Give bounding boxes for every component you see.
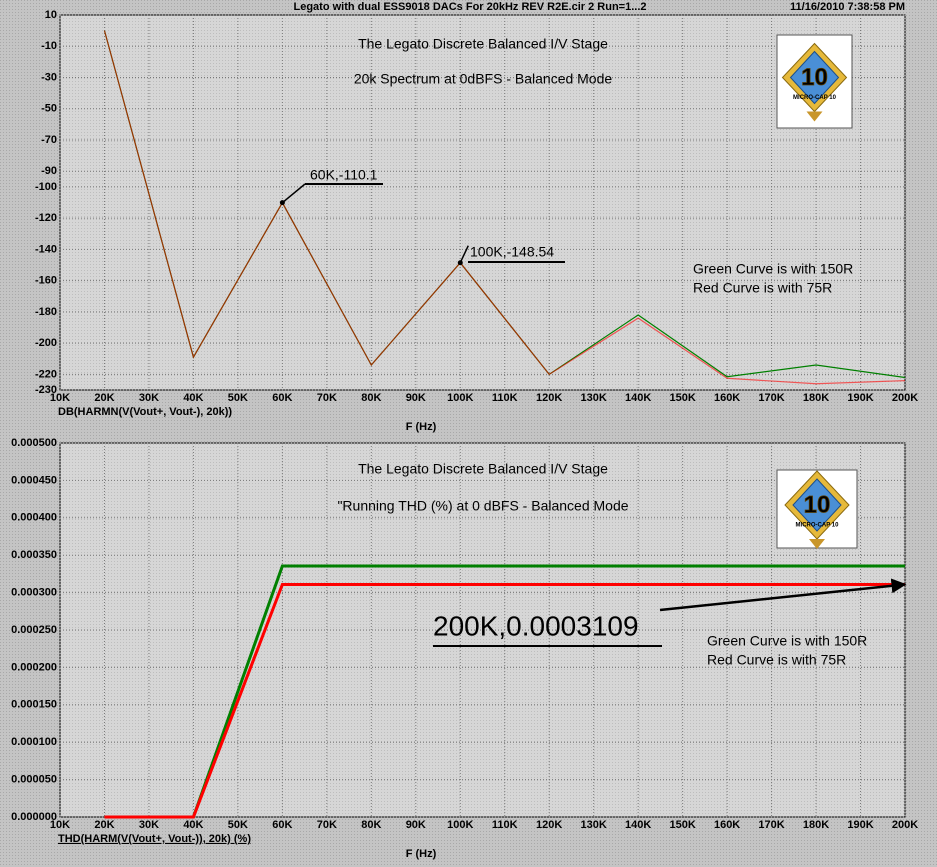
y-tick-label: -10	[41, 40, 57, 52]
chart-subtitle: 20k Spectrum at 0dBFS - Balanced Mode	[354, 71, 613, 87]
x-tick-label: 70K	[317, 819, 337, 831]
y-tick-label: 0.000450	[11, 474, 57, 486]
y-tick-label: -220	[35, 368, 57, 380]
y-tick-label: 0.000500	[11, 437, 57, 449]
series-line	[104, 582, 905, 819]
x-tick-label: 50K	[228, 392, 248, 404]
timestamp: 11/16/2010 7:38:58 PM	[790, 1, 905, 13]
y-axis-label: DB(HARMN(V(Vout+, Vout-), 20k))	[58, 406, 232, 418]
y-tick-label: 0.000200	[11, 661, 57, 673]
x-tick-label: 90K	[406, 819, 426, 831]
logo-caption: MICRO-CAP 10	[793, 95, 837, 101]
y-axis-label: THD(HARM(V(Vout+, Vout-)), 20k) (%)	[58, 833, 251, 845]
y-tick-label: -90	[41, 165, 57, 177]
chart-title: The Legato Discrete Balanced I/V Stage	[358, 36, 608, 52]
x-tick-label: 200K	[892, 819, 918, 831]
annotation-leader	[459, 245, 469, 264]
annotation-leader	[281, 183, 306, 204]
plot-area	[59, 14, 906, 391]
logo-tip	[806, 111, 823, 122]
x-axis-label: F (Hz)	[406, 421, 437, 433]
y-tick-label: 0.000050	[11, 774, 57, 786]
y-tick-label: -30	[41, 71, 57, 83]
x-tick-label: 160K	[714, 819, 740, 831]
x-tick-label: 180K	[803, 819, 829, 831]
y-tick-label: -140	[35, 243, 57, 255]
x-tick-label: 170K	[758, 392, 784, 404]
x-tick-label: 10K	[50, 392, 70, 404]
x-tick-label: 60K	[272, 819, 292, 831]
y-tick-label: 0.000100	[11, 736, 57, 748]
y-tick-label: 10	[45, 9, 57, 21]
x-tick-label: 200K	[892, 392, 918, 404]
legend-entry: Green Curve is with 150R	[707, 633, 867, 649]
x-tick-label: 110K	[492, 819, 518, 831]
legend-entry: Red Curve is with 75R	[707, 652, 846, 668]
logo-diamond-inner	[789, 50, 840, 105]
x-tick-label: 70K	[317, 392, 337, 404]
x-tick-label: 20K	[94, 819, 114, 831]
x-tick-label: 80K	[361, 392, 381, 404]
x-tick-label: 150K	[669, 819, 695, 831]
annotation-arrow	[659, 578, 907, 612]
x-tick-label: 30K	[139, 392, 159, 404]
y-tick-label: 0.000250	[11, 624, 57, 636]
x-tick-label: 120K	[536, 392, 562, 404]
x-tick-label: 150K	[669, 392, 695, 404]
y-tick-label: -100	[35, 181, 57, 193]
y-tick-label: -180	[35, 306, 57, 318]
x-tick-label: 100K	[447, 819, 473, 831]
x-axis-label: F (Hz)	[406, 848, 437, 860]
chart-subtitle: "Running THD (%) at 0 dBFS - Balanced Mo…	[337, 498, 628, 514]
x-tick-label: 170K	[758, 819, 784, 831]
x-tick-label: 120K	[536, 819, 562, 831]
x-tick-label: 160K	[714, 392, 740, 404]
x-tick-label: 100K	[447, 392, 473, 404]
x-tick-label: 60K	[272, 392, 292, 404]
y-tick-label: -120	[35, 212, 57, 224]
x-tick-label: 190K	[847, 819, 873, 831]
annotation: 60K,-110.1	[310, 167, 378, 183]
x-tick-label: 190K	[847, 392, 873, 404]
x-tick-label: 180K	[803, 392, 829, 404]
x-tick-label: 140K	[625, 819, 651, 831]
logo-diamond-inner	[792, 478, 842, 532]
x-tick-label: 140K	[625, 392, 651, 404]
annotation: 100K,-148.54	[470, 244, 554, 260]
y-tick-label: 0.000400	[11, 512, 57, 524]
logo-caption: MICRO-CAP 10	[796, 523, 840, 529]
y-tick-label: 0.000300	[11, 587, 57, 599]
logo-number: 10	[801, 64, 828, 91]
y-tick-label: -50	[41, 103, 57, 115]
annotation: 200K,0.0003109	[433, 610, 639, 641]
y-tick-label: 0.000350	[11, 549, 57, 561]
x-tick-label: 90K	[406, 392, 426, 404]
window-title: Legato with dual ESS9018 DACs For 20kHz …	[293, 1, 646, 13]
y-tick-label: -160	[35, 275, 57, 287]
x-tick-label: 40K	[183, 819, 203, 831]
x-tick-label: 130K	[581, 819, 607, 831]
logo-tip	[809, 539, 825, 549]
x-tick-label: 50K	[228, 819, 248, 831]
x-tick-label: 30K	[139, 819, 159, 831]
series-line	[104, 564, 905, 819]
y-tick-label: -70	[41, 134, 57, 146]
y-tick-label: -230	[35, 384, 57, 396]
y-tick-label: 0.000150	[11, 699, 57, 711]
x-tick-label: 80K	[361, 819, 381, 831]
x-tick-label: 20K	[94, 392, 114, 404]
x-tick-label: 110K	[492, 392, 518, 404]
y-tick-label: -200	[35, 337, 57, 349]
series-line	[103, 30, 906, 385]
x-tick-label: 10K	[50, 819, 70, 831]
logo-number: 10	[804, 491, 831, 518]
legend-entry: Green Curve is with 150R	[693, 261, 853, 277]
x-tick-label: 130K	[581, 392, 607, 404]
y-tick-label: 0.000000	[11, 811, 57, 823]
chart-title: The Legato Discrete Balanced I/V Stage	[358, 461, 608, 477]
legend-entry: Red Curve is with 75R	[693, 280, 832, 296]
x-tick-label: 40K	[183, 392, 203, 404]
